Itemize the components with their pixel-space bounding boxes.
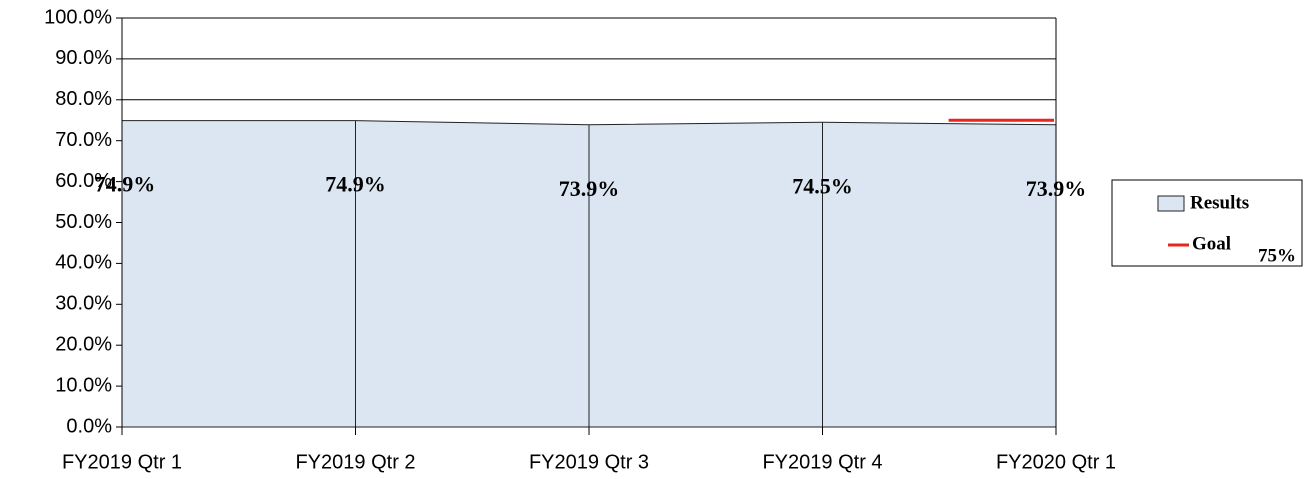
y-tick-label: 40.0%	[55, 252, 112, 274]
x-tick-label: FY2020 Qtr 1	[996, 451, 1116, 473]
x-tick-label: FY2019 Qtr 2	[295, 451, 415, 473]
data-label: 74.5%	[792, 173, 853, 198]
data-label: 73.9%	[559, 176, 620, 201]
y-tick-label: 90.0%	[55, 47, 112, 69]
y-tick-label: 80.0%	[55, 88, 112, 110]
data-label: 74.9%	[325, 172, 386, 197]
y-tick-label: 20.0%	[55, 333, 112, 355]
y-tick-label: 0.0%	[66, 415, 112, 437]
legend-label: Results	[1190, 192, 1249, 213]
x-tick-label: FY2019 Qtr 4	[762, 451, 882, 473]
y-tick-label: 60.0%	[55, 170, 112, 192]
data-label: 73.9%	[1026, 176, 1087, 201]
y-tick-label: 10.0%	[55, 374, 112, 396]
y-tick-label: 100.0%	[44, 6, 112, 28]
y-tick-label: 70.0%	[55, 129, 112, 151]
legend-label: Goal	[1192, 233, 1231, 254]
goal-label: 75%	[1258, 245, 1296, 266]
x-tick-label: FY2019 Qtr 1	[62, 451, 182, 473]
legend-box	[1111, 179, 1303, 267]
y-tick-label: 50.0%	[55, 211, 112, 233]
legend-swatch	[1157, 195, 1185, 212]
x-tick-label: FY2019 Qtr 3	[529, 451, 649, 473]
data-label: 74.9%	[95, 172, 156, 197]
y-tick-label: 30.0%	[55, 293, 112, 315]
